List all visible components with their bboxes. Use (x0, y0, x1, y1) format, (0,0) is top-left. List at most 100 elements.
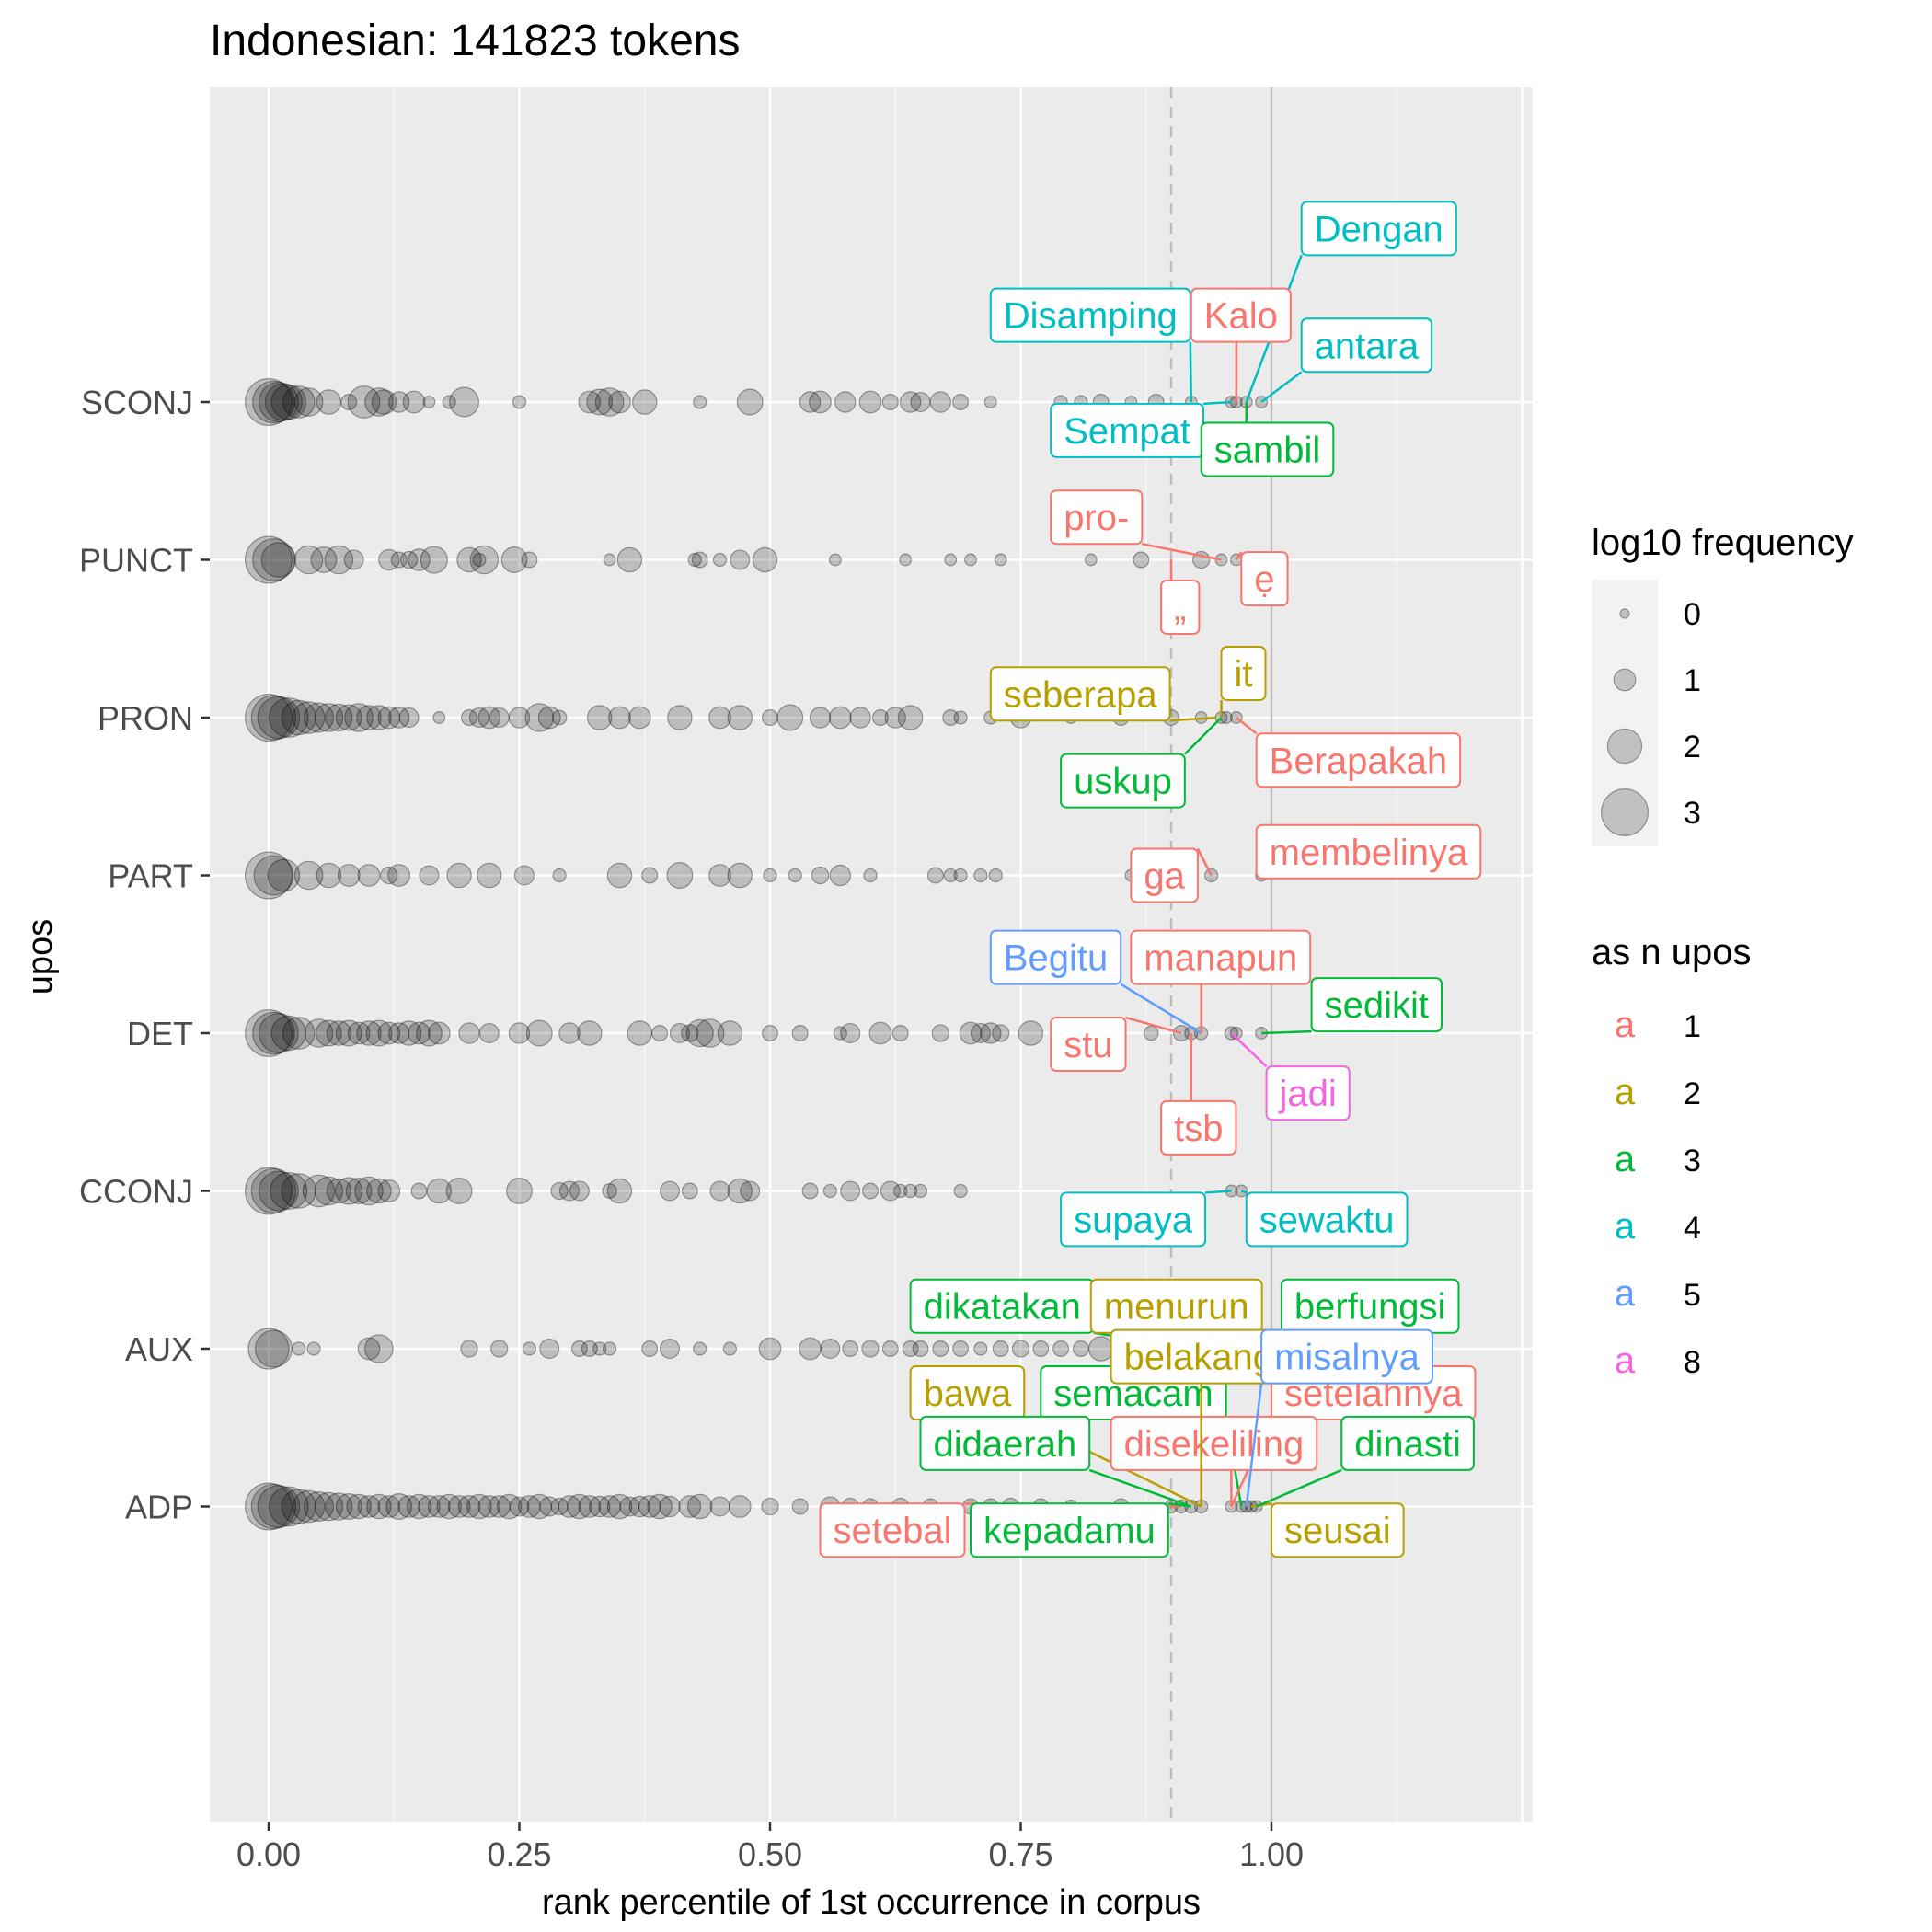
data-point (1143, 1025, 1159, 1041)
annotation-label: Berapakah (1236, 717, 1462, 788)
data-point (594, 387, 625, 417)
data-point (281, 1173, 316, 1209)
y-axis-label: upos (21, 919, 60, 995)
data-point (245, 693, 293, 742)
data-point (365, 1019, 393, 1047)
annotation-box (819, 1502, 966, 1558)
annotation-box (970, 1502, 1169, 1558)
data-point (364, 1334, 394, 1363)
legend-color-label: 1 (1684, 1009, 1701, 1044)
data-point (343, 549, 364, 570)
annotation-box (1300, 317, 1433, 374)
data-point (727, 1178, 753, 1204)
data-point (513, 865, 535, 886)
data-point (293, 387, 324, 417)
data-point (457, 1495, 481, 1518)
legend-color-label: 4 (1684, 1211, 1701, 1246)
data-point (264, 383, 303, 421)
data-point (293, 545, 324, 575)
annotation-connector (1196, 847, 1213, 877)
data-point (736, 388, 764, 416)
annotation-label: manapun (1130, 929, 1312, 1033)
data-point (983, 396, 997, 408)
data-point (335, 704, 362, 731)
data-point (539, 1496, 560, 1517)
data-point (944, 553, 958, 567)
data-point (570, 1340, 588, 1357)
annotation-box (989, 666, 1171, 722)
data-point (686, 1493, 713, 1520)
annotation-text: bawa (924, 1374, 1012, 1414)
data-point (994, 553, 1007, 567)
data-point (659, 1180, 681, 1202)
annotation-connector (1256, 1468, 1342, 1508)
data-point (569, 1180, 590, 1202)
data-point (522, 1341, 537, 1356)
data-point (325, 1492, 353, 1521)
annotation-box (1240, 551, 1289, 607)
data-point (586, 705, 613, 730)
annotation-label: ẹ (1235, 551, 1289, 607)
data-point (551, 709, 568, 726)
data-point (631, 389, 658, 415)
data-point (577, 1020, 603, 1046)
x-tick-label: 0.00 (236, 1835, 301, 1873)
annotation-box (1340, 1415, 1475, 1471)
data-point (912, 1340, 929, 1357)
data-point (344, 703, 374, 732)
data-point (988, 868, 1003, 883)
data-point (282, 1017, 316, 1050)
annotation-label: jadi (1230, 1032, 1351, 1121)
data-point (709, 1496, 730, 1517)
data-point (366, 1493, 392, 1520)
data-point (598, 1495, 621, 1518)
data-point (254, 1329, 293, 1368)
data-point (588, 1495, 611, 1518)
data-point (550, 1181, 569, 1201)
data-point (897, 705, 924, 730)
data-point (427, 1021, 451, 1045)
annotation-text: didaerah (934, 1424, 1077, 1465)
annotation-label: kepadamu (970, 1501, 1191, 1558)
data-point (252, 1011, 295, 1055)
data-point (606, 1178, 633, 1204)
data-point (525, 1019, 553, 1047)
data-point (829, 864, 852, 887)
data-point (314, 1491, 344, 1522)
data-point (461, 708, 478, 726)
data-point (325, 703, 353, 732)
annotation-box (1060, 753, 1186, 809)
annotation-box (1245, 1191, 1409, 1248)
annotation-text: belakang (1124, 1338, 1273, 1378)
data-point (270, 384, 306, 420)
legend-color-swatch: a (1615, 1206, 1636, 1247)
data-point (326, 1020, 352, 1046)
data-point (586, 388, 614, 416)
legend-size-swatch (1613, 668, 1637, 692)
annotation-box (989, 287, 1191, 343)
data-point (335, 1493, 362, 1520)
annotation-connector (1120, 983, 1202, 1035)
data-point (899, 553, 913, 567)
data-point (828, 706, 852, 730)
data-point (828, 553, 842, 567)
y-tick-label: AUX (125, 1330, 193, 1368)
data-point (717, 1020, 743, 1046)
data-point (326, 1178, 352, 1204)
data-point (602, 1183, 617, 1199)
data-point (418, 1495, 441, 1518)
annotation-label: „ (1160, 559, 1201, 635)
data-point (426, 1178, 453, 1204)
annotation-text: manapun (1144, 938, 1297, 979)
data-point (693, 395, 707, 409)
data-point (581, 1340, 598, 1357)
data-point (902, 1340, 919, 1357)
annotation-box (1110, 1415, 1318, 1471)
data-point (980, 1022, 1002, 1044)
data-point (871, 708, 889, 726)
data-point (252, 538, 295, 581)
legend-size-label: 2 (1684, 730, 1701, 765)
data-point (377, 1021, 401, 1045)
data-point (628, 1495, 651, 1518)
